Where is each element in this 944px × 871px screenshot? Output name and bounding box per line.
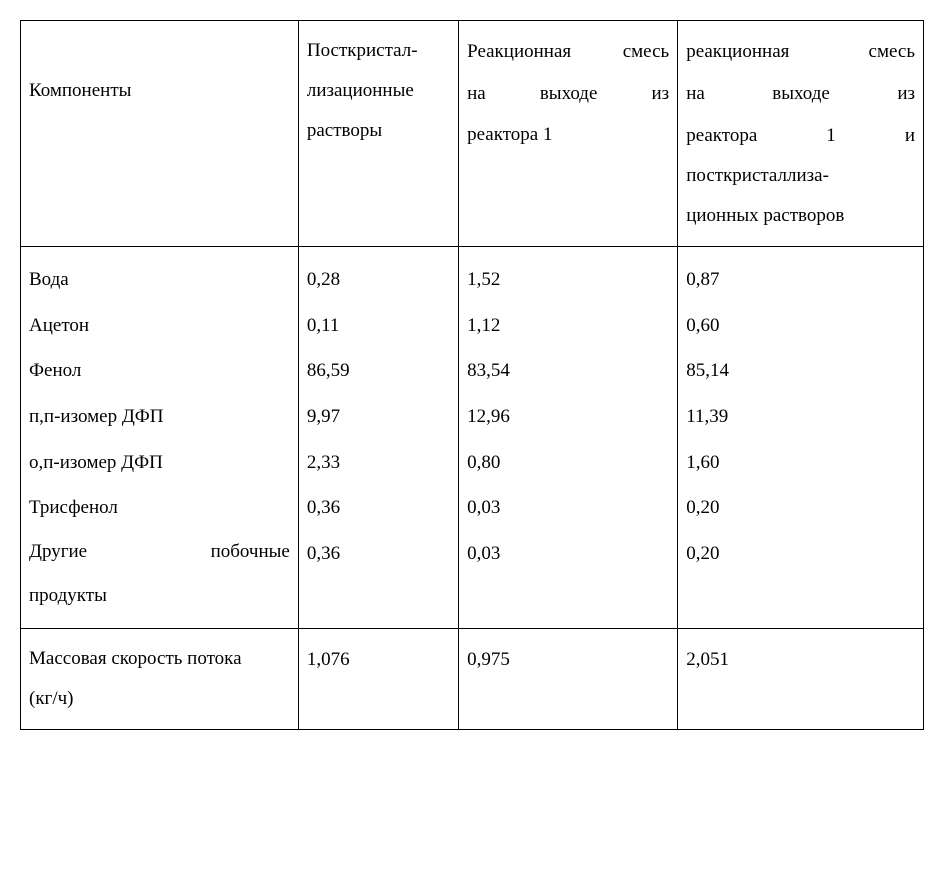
component-value: 0,60 <box>686 303 915 349</box>
component-label: п,п-изомер ДФП <box>29 394 290 440</box>
header-line: на выходе из <box>686 73 915 115</box>
component-value: 0,87 <box>686 257 915 303</box>
header-text: реактора 1 <box>467 124 552 145</box>
footer-label-cell: Массовая скорость потока (кг/ч) <box>21 629 299 730</box>
component-value: 0,80 <box>467 440 669 486</box>
header-text: посткристаллиза- <box>686 165 829 186</box>
component-label: Фенол <box>29 348 290 394</box>
header-cell-col2: Реакционная смесь на выходе из реактора … <box>459 21 678 247</box>
footer-value-cell: 0,975 <box>459 629 678 730</box>
header-text: ционных растворов <box>686 205 844 226</box>
component-value: 0,20 <box>686 531 915 577</box>
header-cell-components: Компоненты <box>21 21 299 247</box>
header-text: Компоненты <box>29 80 131 101</box>
component-value: 1,52 <box>467 257 669 303</box>
footer-value: 2,051 <box>686 649 729 670</box>
component-value: 83,54 <box>467 348 669 394</box>
header-line: реактора 1 и <box>686 115 915 157</box>
header-line: Реакционная смесь <box>467 31 669 73</box>
component-label: Трисфенол <box>29 485 290 531</box>
data-table: Компоненты Посткристал- лизационные раст… <box>20 20 924 730</box>
component-label-line2: продукты <box>29 573 290 619</box>
component-value: 0,03 <box>467 531 669 577</box>
component-value: 0,36 <box>307 531 450 577</box>
header-text: лизационные <box>307 80 414 101</box>
footer-label: (кг/ч) <box>29 688 74 709</box>
header-text: растворы <box>307 120 382 141</box>
footer-value-cell: 1,076 <box>298 629 458 730</box>
footer-label: Массовая скорость потока <box>29 648 242 669</box>
header-line: на выходе из <box>467 73 669 115</box>
component-value: 1,12 <box>467 303 669 349</box>
component-value: 0,03 <box>467 485 669 531</box>
component-value: 12,96 <box>467 394 669 440</box>
component-label: Ацетон <box>29 303 290 349</box>
table-footer-row: Массовая скорость потока (кг/ч) 1,076 0,… <box>21 629 924 730</box>
header-cell-col1: Посткристал- лизационные растворы <box>298 21 458 247</box>
component-label: Вода <box>29 257 290 303</box>
component-label: Другие побочные <box>29 531 290 573</box>
table-body-row: Вода Ацетон Фенол п,п-изомер ДФП о,п-изо… <box>21 247 924 629</box>
components-labels-cell: Вода Ацетон Фенол п,п-изомер ДФП о,п-изо… <box>21 247 299 629</box>
header-cell-col3: реакционная смесь на выходе из реактора … <box>678 21 924 247</box>
header-text: Посткристал- <box>307 40 418 61</box>
footer-value-cell: 2,051 <box>678 629 924 730</box>
component-value: 9,97 <box>307 394 450 440</box>
component-value: 2,33 <box>307 440 450 486</box>
footer-value: 0,975 <box>467 649 510 670</box>
component-value: 11,39 <box>686 394 915 440</box>
component-value: 86,59 <box>307 348 450 394</box>
component-value: 0,11 <box>307 303 450 349</box>
component-value: 0,20 <box>686 485 915 531</box>
component-value: 0,36 <box>307 485 450 531</box>
component-value: 0,28 <box>307 257 450 303</box>
components-v2-cell: 1,52 1,12 83,54 12,96 0,80 0,03 0,03 <box>459 247 678 629</box>
table-header-row: Компоненты Посткристал- лизационные раст… <box>21 21 924 247</box>
components-v3-cell: 0,87 0,60 85,14 11,39 1,60 0,20 0,20 <box>678 247 924 629</box>
component-value: 1,60 <box>686 440 915 486</box>
header-line: реакционная смесь <box>686 31 915 73</box>
components-v1-cell: 0,28 0,11 86,59 9,97 2,33 0,36 0,36 <box>298 247 458 629</box>
footer-value: 1,076 <box>307 649 350 670</box>
component-label: о,п-изомер ДФП <box>29 440 290 486</box>
component-value: 85,14 <box>686 348 915 394</box>
